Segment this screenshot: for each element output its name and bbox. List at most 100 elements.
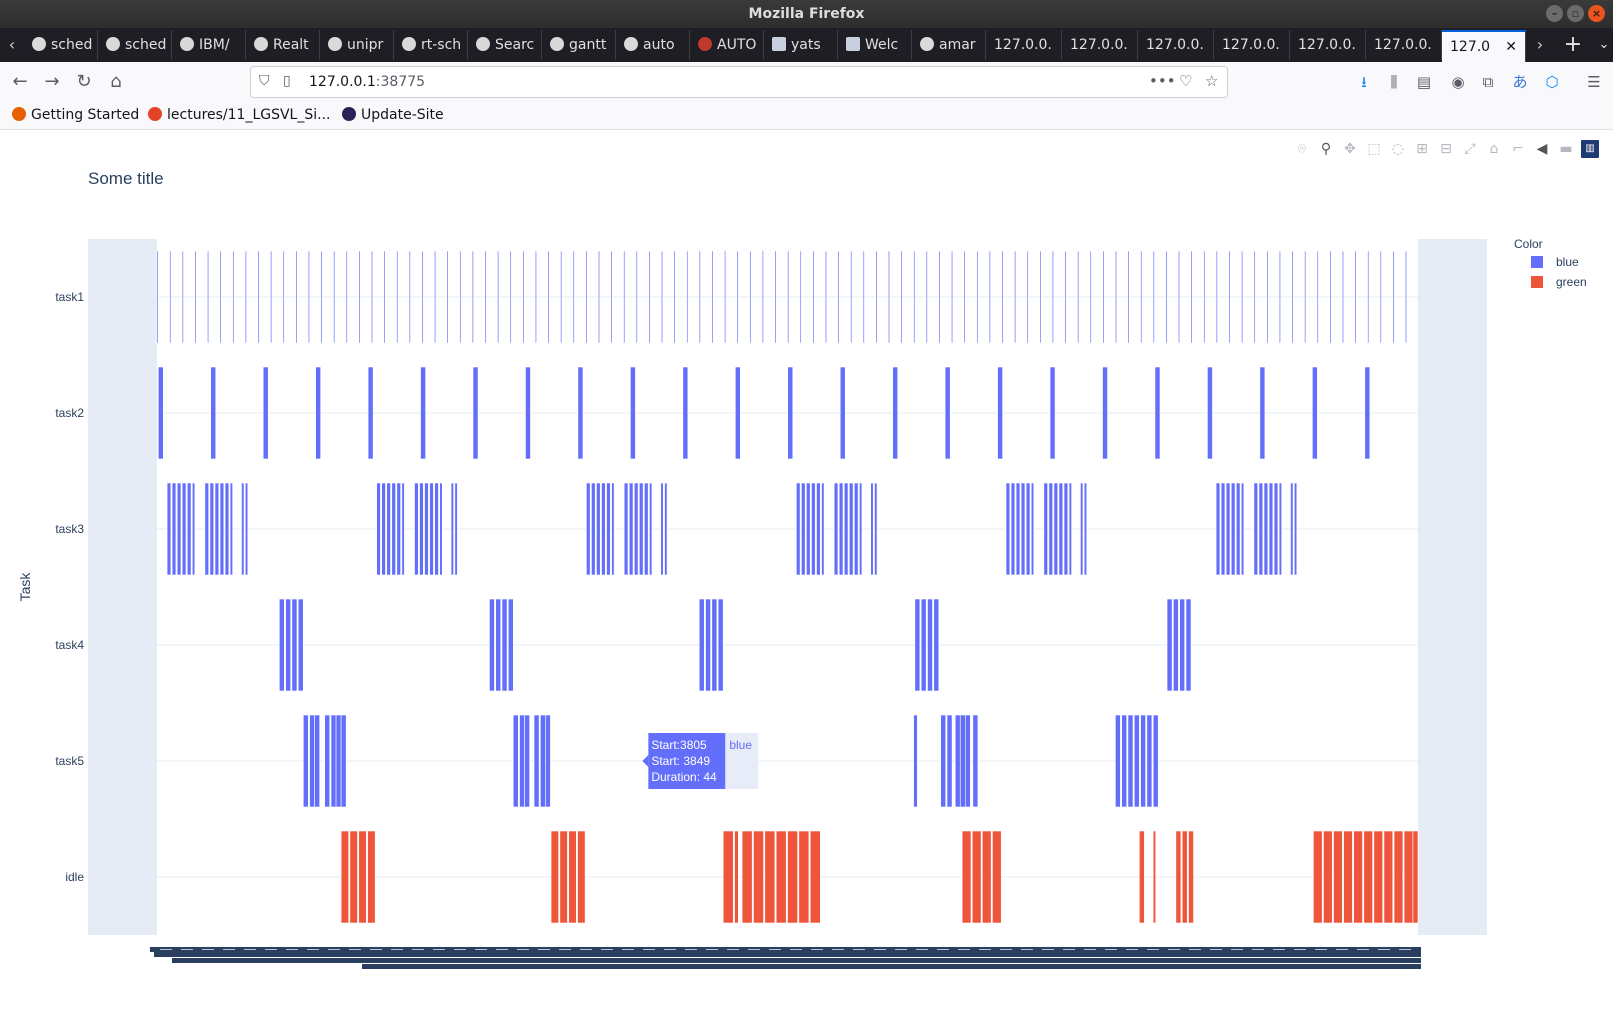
gantt-bar[interactable] [1140,714,1146,808]
gantt-bar[interactable] [446,250,449,344]
gantt-bar[interactable] [324,714,331,808]
gantt-bar[interactable] [508,598,514,692]
legend-swatch[interactable] [1531,256,1543,268]
gantt-bar[interactable] [1343,830,1353,924]
gantt-bar[interactable] [1121,714,1128,808]
tab-10[interactable]: AUTO [690,30,764,60]
gantt-bar[interactable] [1175,830,1182,924]
gantt-bar[interactable] [598,250,600,344]
gantt-bar[interactable] [859,482,863,576]
gantt-bar[interactable] [401,482,405,576]
gantt-bar[interactable] [596,482,601,576]
gantt-bar[interactable] [682,366,689,460]
gantt-bar[interactable] [194,250,197,344]
gantt-bar[interactable] [270,250,273,344]
maximize-button[interactable]: ▫ [1567,5,1584,22]
gantt-bar[interactable] [874,482,878,576]
gantt-bar[interactable] [1001,250,1004,344]
reload-button[interactable]: ↻ [76,71,92,92]
gantt-bar[interactable] [1405,250,1407,344]
gantt-bar[interactable] [734,830,739,924]
gantt-bar[interactable] [811,482,816,576]
gantt-bar[interactable] [229,482,233,576]
gantt-bar[interactable] [241,482,245,576]
gantt-bar[interactable] [661,250,663,344]
gantt-bar[interactable] [1225,482,1231,576]
gantt-bar[interactable] [214,482,220,576]
gantt-bar[interactable] [610,250,613,344]
gantt-bar[interactable] [568,830,577,924]
gantt-bar[interactable] [1139,830,1145,924]
hover-closest-icon[interactable]: ◀ [1536,141,1548,157]
gantt-bar[interactable] [1268,482,1274,576]
gantt-bar[interactable] [547,250,550,344]
gantt-bar[interactable] [1179,598,1186,692]
gantt-bar[interactable] [219,250,222,344]
gantt-bar[interactable] [630,366,636,460]
gantt-bar[interactable] [295,250,298,344]
gantt-bar[interactable] [434,250,436,344]
tab-19[interactable]: 127.0.0. [1366,30,1442,60]
gantt-bar[interactable] [888,250,890,344]
tab-12[interactable]: Welc [838,30,912,60]
gantt-bar[interactable] [601,482,606,576]
gantt-bar[interactable] [611,482,615,576]
gantt-bar[interactable] [1379,250,1382,344]
gantt-bar[interactable] [509,250,512,344]
gantt-bar[interactable] [648,250,651,344]
gantt-bar[interactable] [1053,482,1059,576]
gantt-bar[interactable] [484,250,487,344]
plotly-logo-icon[interactable]: ▥ [1581,140,1599,158]
gantt-bar[interactable] [282,250,285,344]
gantt-bar[interactable] [1291,250,1294,344]
gantt-bar[interactable] [775,830,787,924]
gantt-bar[interactable] [545,714,551,808]
gantt-bar[interactable] [291,598,298,692]
tab-20[interactable]: 127.0 ✕ [1442,30,1526,62]
gantt-bar[interactable] [838,482,844,576]
gantt-bar[interactable] [1363,830,1373,924]
gantt-bar[interactable] [900,250,903,344]
gantt-bar[interactable] [314,714,320,808]
gantt-bar[interactable] [801,482,806,576]
gantt-bar[interactable] [450,482,454,576]
legend-swatch[interactable] [1531,276,1543,288]
back-button[interactable]: ← [12,71,28,92]
gantt-bar[interactable] [1290,482,1294,576]
gantt-bar[interactable] [591,482,596,576]
gantt-bar[interactable] [1043,482,1048,576]
gantt-bar[interactable] [559,830,568,924]
gantt-bar[interactable] [414,482,419,576]
gantt-bar[interactable] [181,482,187,576]
gantt-bar[interactable] [825,250,827,344]
gantt-bar[interactable] [1253,250,1256,344]
gantt-bar[interactable] [1333,830,1343,924]
gantt-bar[interactable] [927,598,933,692]
gantt-bar[interactable] [224,482,230,576]
gantt-bar[interactable] [472,366,479,460]
translate-icon[interactable]: あ [1512,73,1528,91]
gantt-bar[interactable] [774,250,777,344]
gantt-bar[interactable] [308,250,310,344]
zoom-icon[interactable]: ⚲ [1320,141,1332,157]
gantt-bar[interactable] [330,714,337,808]
spike-lines-icon[interactable]: ⌐ [1512,141,1524,157]
gantt-bar[interactable] [421,250,424,344]
gantt-bar[interactable] [408,250,411,344]
gantt-bar[interactable] [821,482,825,576]
gantt-bar[interactable] [1010,482,1016,576]
bookmark-item[interactable]: lectures/11_LGSVL_Si... [148,107,331,123]
gantt-bar[interactable] [1020,482,1026,576]
gantt-bar[interactable] [722,830,734,924]
gantt-bar[interactable] [698,598,705,692]
gantt-bar[interactable] [192,482,196,576]
gantt-bar[interactable] [741,830,753,924]
gantt-bar[interactable] [753,830,764,924]
gantt-bar[interactable] [749,250,752,344]
close-tab-icon[interactable]: ✕ [1505,39,1517,55]
gantt-bar[interactable] [232,250,235,344]
gantt-bar[interactable] [1215,482,1221,576]
gantt-bar[interactable] [429,482,434,576]
gantt-bar[interactable] [1089,250,1092,344]
gantt-chart[interactable]: Some title Task task1 task2 task3 task4 task5 i… [0,130,1613,1023]
